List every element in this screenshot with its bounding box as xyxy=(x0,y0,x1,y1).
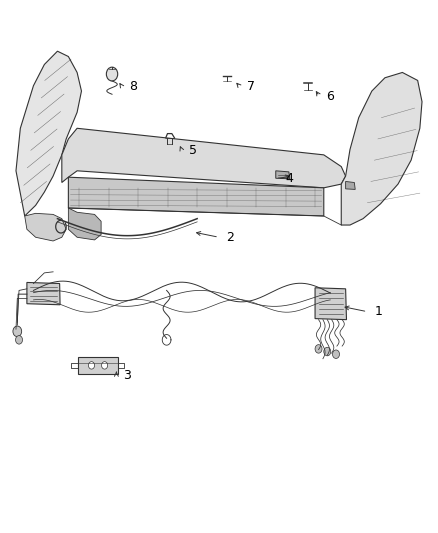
Polygon shape xyxy=(341,72,422,225)
Text: 6: 6 xyxy=(326,90,334,103)
Polygon shape xyxy=(68,177,324,216)
Text: 3: 3 xyxy=(124,369,131,382)
Circle shape xyxy=(324,348,331,356)
Polygon shape xyxy=(68,208,101,240)
Polygon shape xyxy=(62,128,346,188)
Circle shape xyxy=(15,336,22,344)
Circle shape xyxy=(88,362,95,369)
Circle shape xyxy=(332,350,339,359)
Polygon shape xyxy=(27,282,60,305)
Circle shape xyxy=(102,362,108,369)
Polygon shape xyxy=(315,288,346,320)
Text: 5: 5 xyxy=(189,144,197,157)
Text: 4: 4 xyxy=(285,172,293,185)
Circle shape xyxy=(13,326,21,337)
Polygon shape xyxy=(16,51,81,216)
Circle shape xyxy=(106,67,118,81)
Circle shape xyxy=(315,345,322,353)
Text: 2: 2 xyxy=(226,231,234,244)
Polygon shape xyxy=(25,213,66,241)
Polygon shape xyxy=(276,171,290,179)
Polygon shape xyxy=(78,357,118,374)
Text: 7: 7 xyxy=(247,80,255,93)
Text: 1: 1 xyxy=(374,305,382,318)
Text: 8: 8 xyxy=(129,80,137,93)
Polygon shape xyxy=(346,181,355,189)
